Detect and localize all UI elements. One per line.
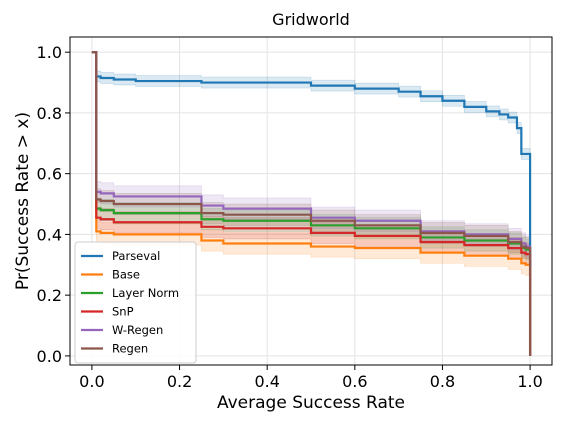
y-tick-label: 0.2 — [37, 286, 62, 305]
x-tick-label: 0.4 — [254, 372, 279, 391]
legend-label-w-regen: W-Regen — [112, 323, 163, 337]
legend-label-regen: Regen — [112, 342, 148, 356]
y-tick-label: 1.0 — [37, 43, 62, 62]
legend-label-parseval: Parseval — [112, 249, 160, 263]
legend: Parseval Base Layer Norm SnP W-Regen Regen — [74, 241, 197, 364]
plot-frame — [69, 36, 553, 366]
series-line-regen — [91, 51, 532, 356]
x-tick-label: 0.8 — [430, 372, 455, 391]
legend-label-snp: SnP — [112, 305, 134, 319]
legend-box — [74, 241, 197, 364]
y-tick-label: 0.8 — [37, 104, 62, 123]
x-tick-label: 1.0 — [517, 372, 542, 391]
series-line-parseval — [91, 51, 532, 265]
y-axis-label: Pr(Success Rate > x) — [13, 112, 33, 290]
series-line-base — [91, 51, 532, 356]
legend-label-base: Base — [112, 268, 140, 282]
legend-label-layer-norm: Layer Norm — [112, 286, 179, 300]
x-tick-label: 0.2 — [167, 372, 192, 391]
y-tick-label: 0.0 — [37, 347, 62, 366]
series-line-snp — [91, 51, 532, 356]
chart-title: Gridworld — [272, 10, 350, 29]
x-axis-label: Average Success Rate — [217, 393, 405, 413]
y-tick-label: 0.6 — [37, 165, 62, 184]
tick-layer: 0.0 0.2 0.4 0.6 0.8 1.0 0.0 0.2 0.4 0.6 0.8 1.0 — [37, 43, 543, 391]
x-tick-label: 0.0 — [79, 372, 104, 391]
band-parseval — [95, 70, 531, 160]
y-tick-label: 0.4 — [37, 225, 62, 244]
line-layer — [91, 51, 532, 356]
x-tick-label: 0.6 — [342, 372, 367, 391]
